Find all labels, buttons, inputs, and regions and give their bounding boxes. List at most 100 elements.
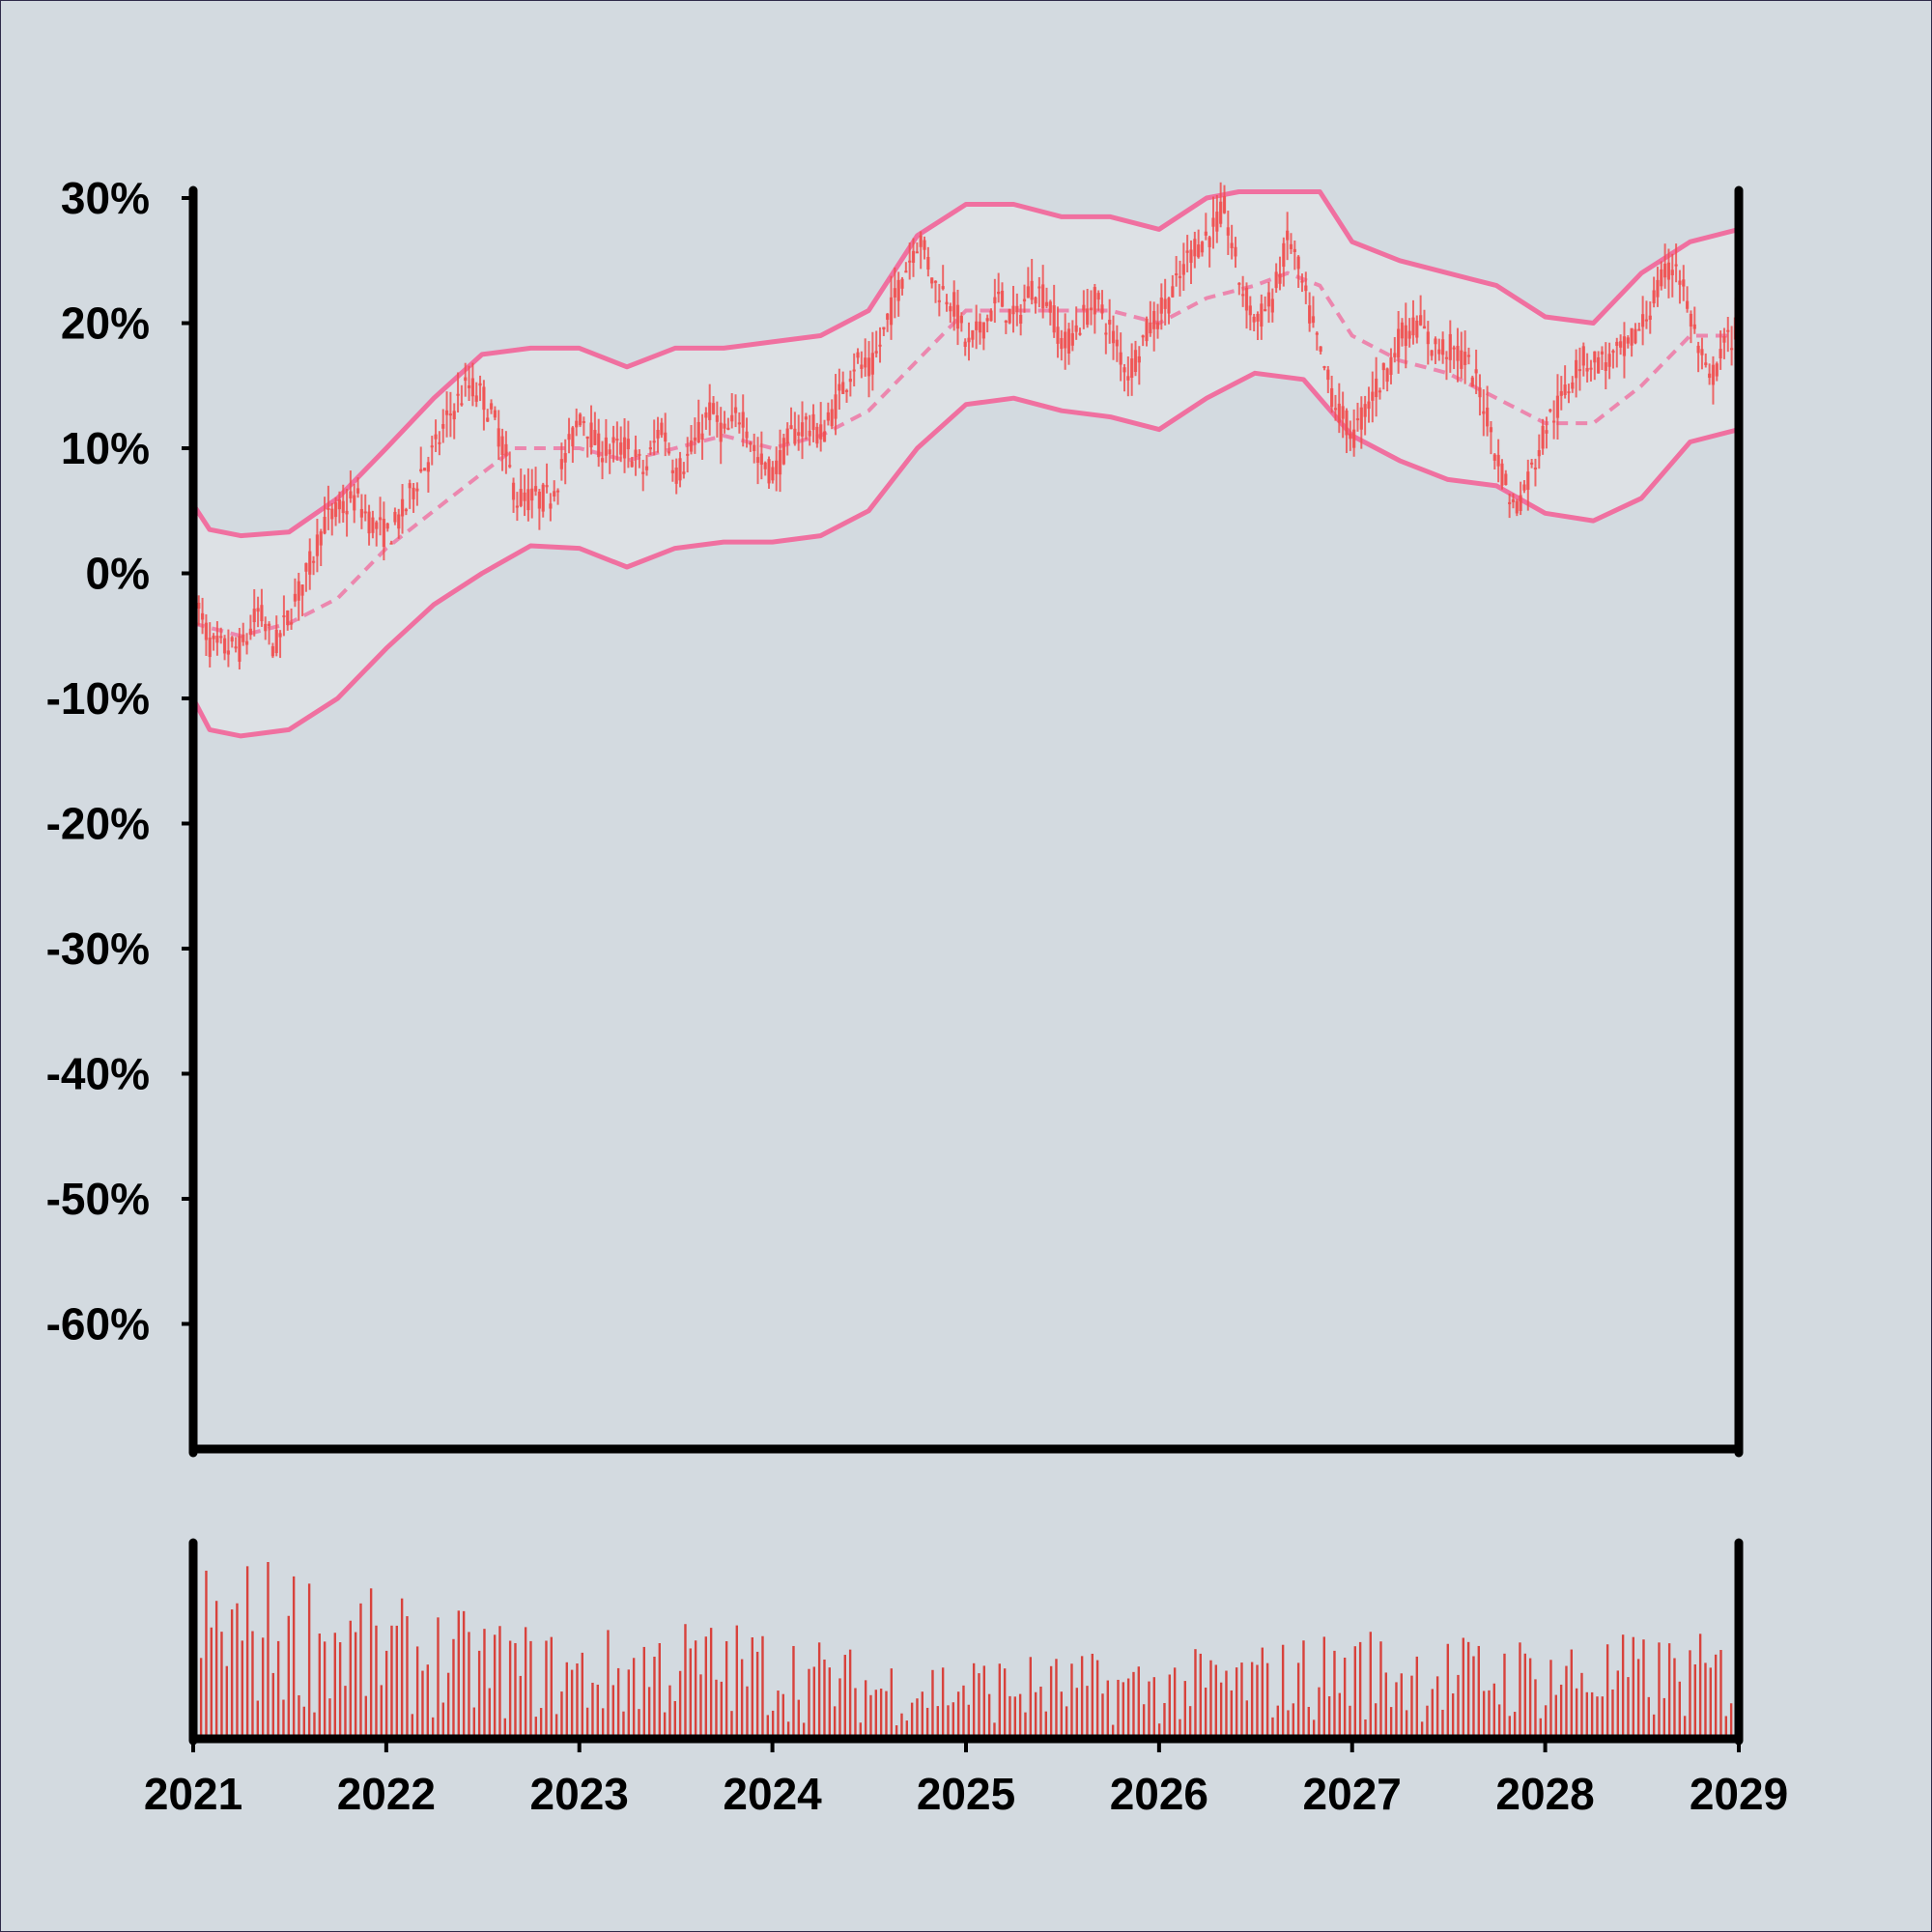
candle-body (926, 257, 930, 270)
candle-body (1200, 242, 1205, 253)
candle-body (704, 412, 708, 418)
candle-body (230, 637, 234, 642)
candle-body (578, 413, 582, 426)
volume-bar (956, 1691, 960, 1739)
volume-bar (560, 1691, 563, 1739)
volume-bar (380, 1685, 383, 1739)
volume-bar (271, 1672, 274, 1739)
candle-body (533, 486, 538, 492)
candle-body (1696, 345, 1700, 354)
candle-body (1581, 346, 1585, 366)
candle-body (1526, 471, 1530, 491)
candle-body (822, 431, 827, 442)
volume-bar (1214, 1664, 1217, 1739)
candle-body (333, 502, 338, 518)
candle-body (600, 458, 605, 463)
candle-body (1252, 316, 1256, 323)
volume-bar (1039, 1686, 1042, 1739)
y-tick-label: -20% (46, 799, 150, 849)
volume-bar-layer (194, 1562, 1738, 1739)
candle-body (1248, 305, 1252, 316)
volume-bar (205, 1570, 208, 1739)
volume-bar (241, 1640, 243, 1739)
candle-body (634, 449, 638, 457)
candle-body (545, 485, 549, 488)
volume-bar (1585, 1691, 1588, 1739)
volume-bar (565, 1662, 568, 1739)
candle-body (1108, 320, 1112, 325)
volume-bar (668, 1685, 671, 1739)
candle-body (693, 437, 696, 441)
candle-body (1300, 280, 1304, 283)
candle-body (470, 378, 475, 397)
volume-bar (1343, 1657, 1347, 1739)
candle-body (1089, 307, 1094, 311)
candle-body (1296, 256, 1300, 270)
candle-body (678, 458, 682, 481)
candle-body (1529, 462, 1534, 465)
candle-body (1330, 387, 1334, 408)
volume-bar (642, 1646, 645, 1739)
volume-bar (1662, 1697, 1665, 1739)
candle-body (1711, 364, 1716, 385)
volume-bar (508, 1640, 512, 1739)
volume-bar (663, 1712, 667, 1739)
candle-body (1052, 305, 1056, 333)
candle-body (626, 439, 631, 450)
candle-body (711, 403, 716, 414)
volume-bar (616, 1667, 620, 1739)
candle-body (781, 438, 785, 465)
candle-body (541, 484, 545, 512)
volume-bar (1287, 1710, 1290, 1739)
volume-bar (1719, 1650, 1722, 1739)
candle-body (1349, 433, 1352, 440)
candle-body (1086, 308, 1090, 326)
candle-body (234, 646, 238, 649)
volume-bar (462, 1610, 466, 1739)
candle-body (1185, 250, 1189, 253)
candle-body (759, 453, 763, 466)
candle-body (289, 622, 294, 625)
candle-body (1630, 327, 1634, 346)
volume-bar (823, 1659, 826, 1739)
volume-bar (647, 1687, 651, 1739)
candle-body (1315, 332, 1319, 335)
volume-bar (369, 1588, 373, 1739)
volume-bar (740, 1659, 744, 1739)
candle-body (1044, 301, 1049, 306)
candle-body (664, 432, 668, 442)
volume-bar (1349, 1705, 1351, 1739)
volume-bar (437, 1617, 440, 1739)
volume-bar (411, 1714, 413, 1739)
volume-bar (1513, 1712, 1517, 1739)
volume-bar (1523, 1653, 1526, 1739)
volume-bar (1137, 1666, 1140, 1739)
volume-bar (1472, 1656, 1475, 1739)
volume-bar (1126, 1678, 1130, 1739)
volume-bar (545, 1640, 548, 1739)
candle-body (1126, 376, 1130, 381)
candle-body (1719, 349, 1722, 359)
candle-body (1407, 330, 1411, 339)
candle-body (882, 327, 886, 330)
candle-body (904, 270, 908, 273)
candle-body (1237, 282, 1241, 285)
x-tick-label: 2027 (1303, 1769, 1402, 1819)
candle-body (1078, 332, 1082, 335)
candle-body (311, 560, 316, 563)
volume-bar (493, 1634, 497, 1739)
volume-bar (1605, 1644, 1609, 1739)
candle-body (467, 384, 471, 388)
candle-body (689, 440, 694, 452)
candle-body (222, 638, 227, 654)
candle-body (1460, 350, 1463, 369)
candle-body (530, 488, 534, 501)
candle-body (1293, 248, 1296, 252)
candle-body (1715, 363, 1719, 377)
candle-body (500, 436, 504, 455)
candle-body (674, 468, 678, 484)
volume-bar (364, 1695, 367, 1739)
candle-body (511, 482, 516, 500)
volume-bar (581, 1652, 583, 1739)
volume-bar (426, 1664, 429, 1739)
